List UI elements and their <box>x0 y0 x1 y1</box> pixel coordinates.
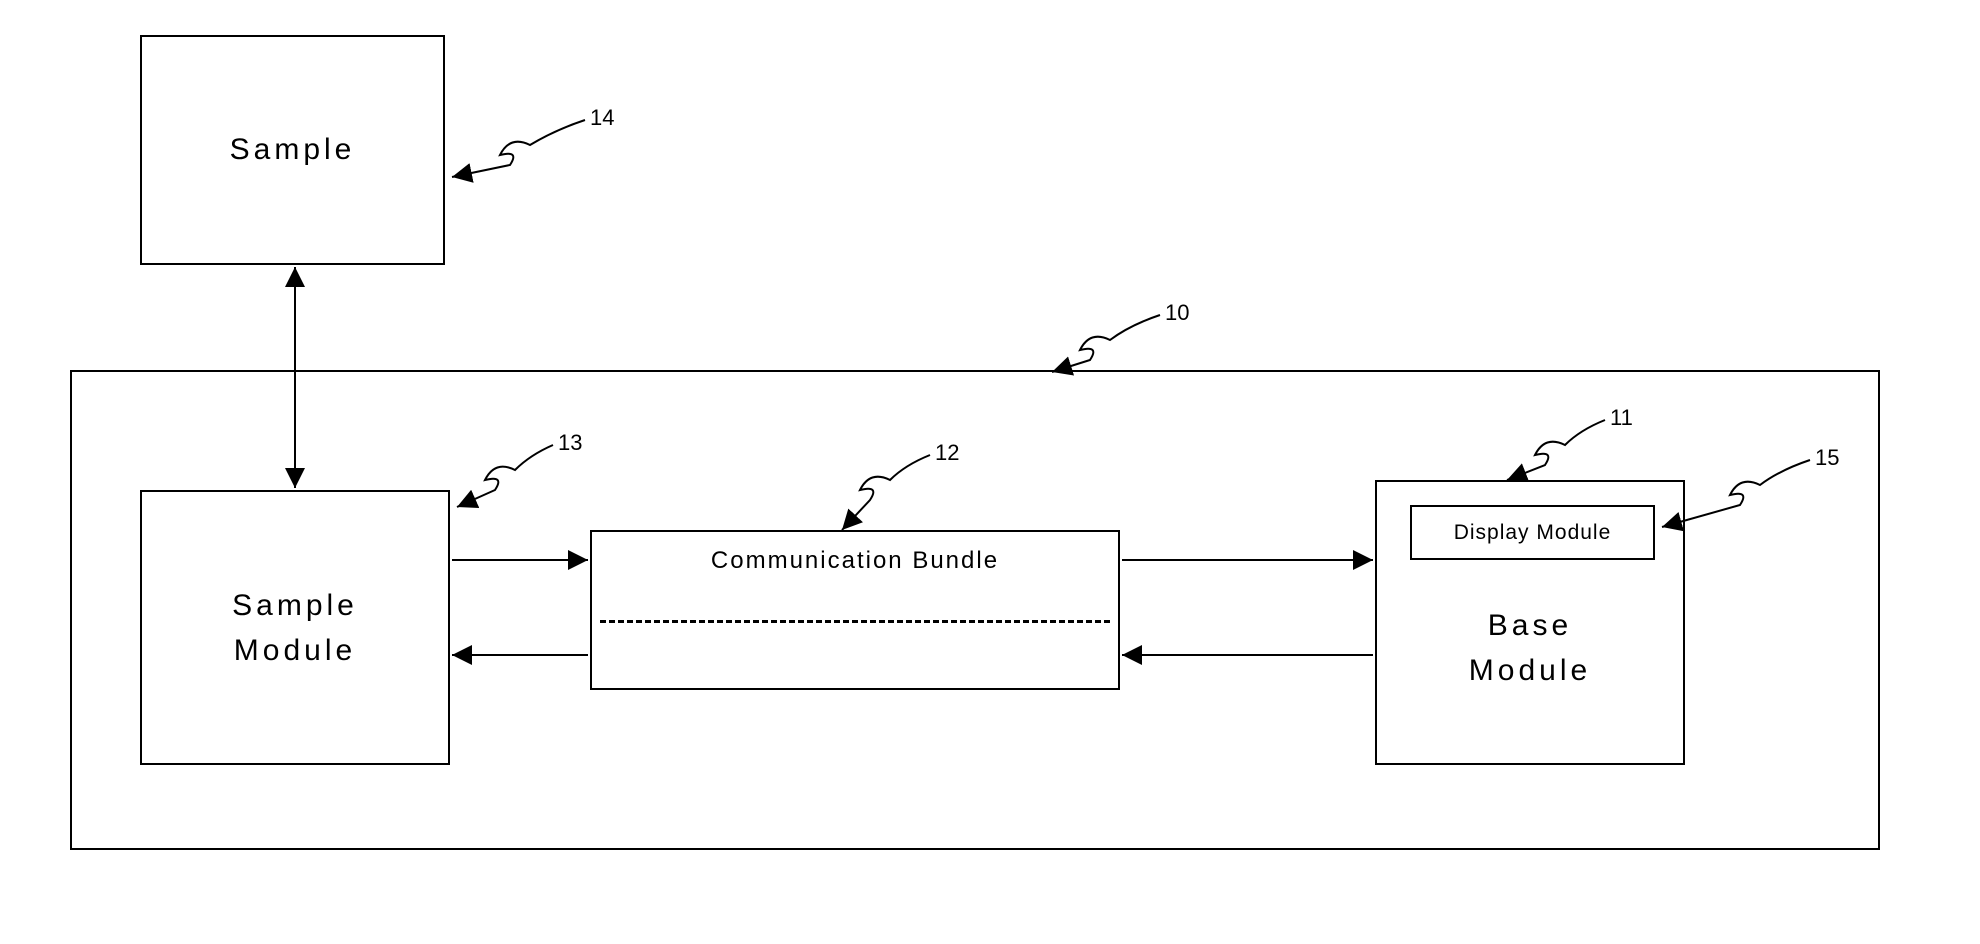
base-module-label-2: Module <box>1469 648 1591 693</box>
base-module-label-1: Base <box>1488 603 1572 648</box>
display-module-label: Display Module <box>1454 521 1612 545</box>
ref-10: 10 <box>1165 300 1189 326</box>
sample-label: Sample <box>230 133 356 167</box>
sample-module-label-1: Sample <box>232 583 358 628</box>
comm-bundle-label: Communication Bundle <box>711 547 999 575</box>
sample-module-box: Sample Module <box>140 490 450 765</box>
display-module-box: Display Module <box>1410 505 1655 560</box>
sample-module-label-2: Module <box>234 628 356 673</box>
ref-12: 12 <box>935 440 959 466</box>
sample-box: Sample <box>140 35 445 265</box>
ref-11: 11 <box>1610 405 1633 431</box>
comm-bundle-divider <box>600 620 1110 623</box>
comm-bundle-box: Communication Bundle <box>590 530 1120 690</box>
block-diagram: Sample Sample Module Communication Bundl… <box>0 0 1980 944</box>
ref-14: 14 <box>590 105 614 131</box>
ref-15: 15 <box>1815 445 1839 471</box>
ref-13: 13 <box>558 430 582 456</box>
